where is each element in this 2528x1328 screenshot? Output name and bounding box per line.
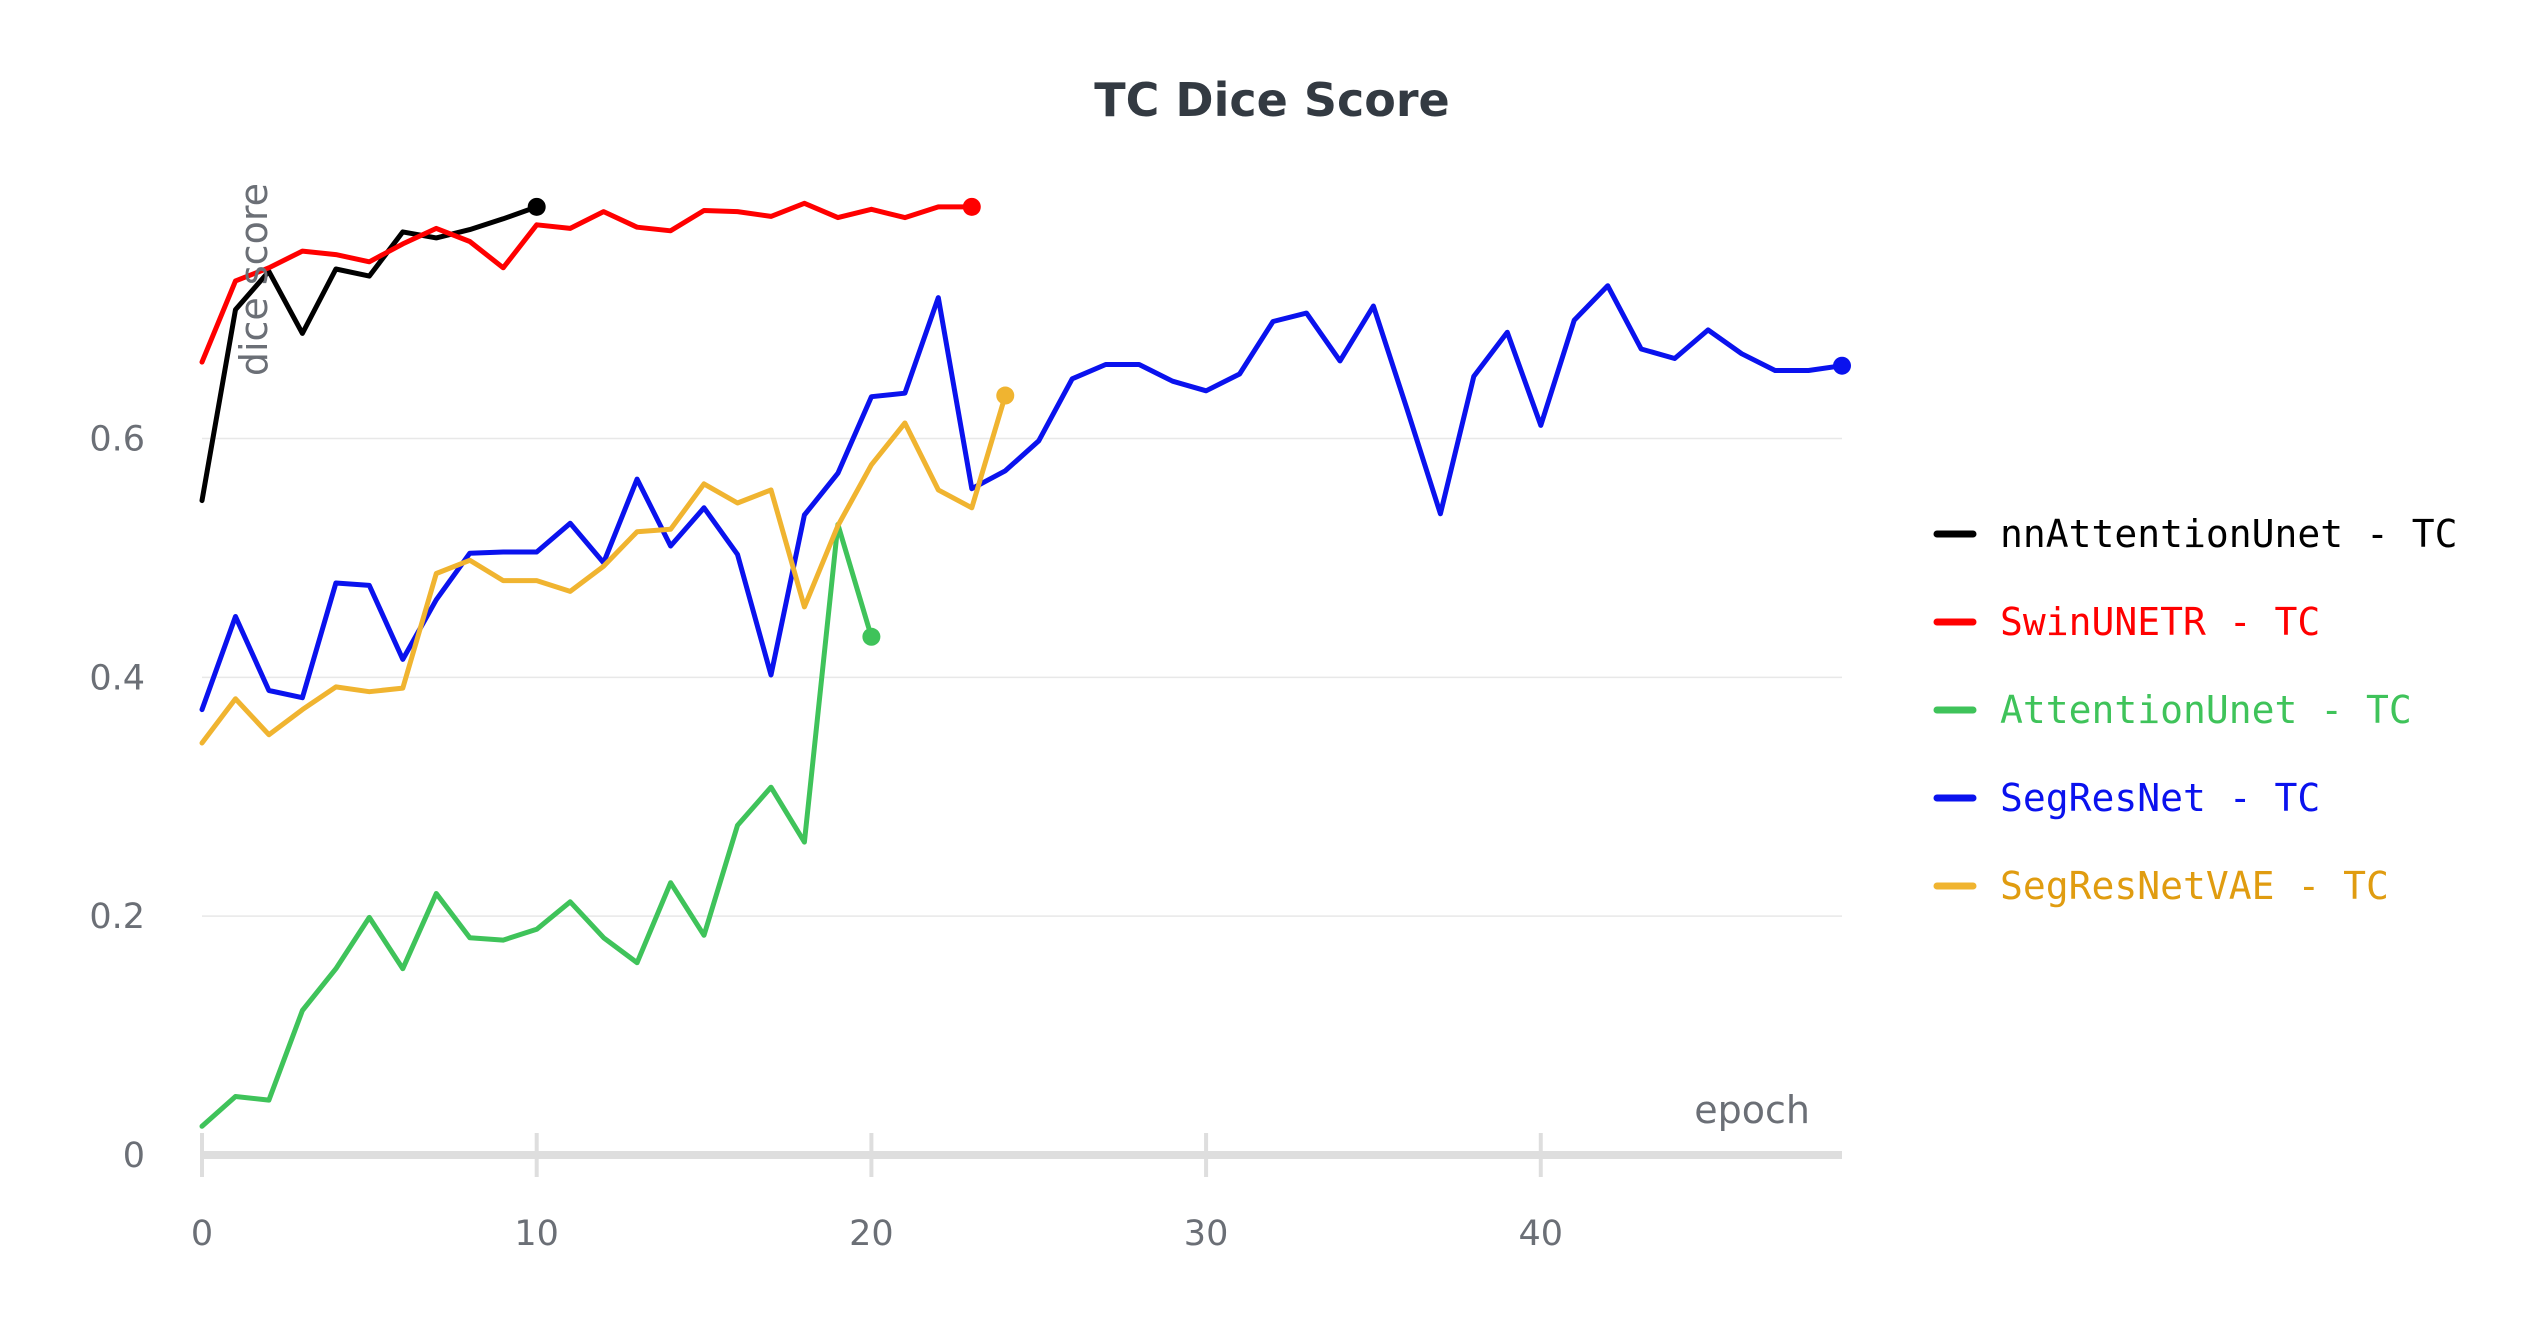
series-line — [199, 283, 1845, 713]
series-end-point — [996, 386, 1015, 405]
series-line — [199, 393, 1008, 746]
y-axis-label: dice score — [232, 183, 276, 376]
series-end-point — [862, 627, 881, 646]
legend-label: AttentionUnet - TC — [2000, 688, 2412, 732]
chart-title: TC Dice Score — [1094, 73, 1449, 127]
x-tick-label: 20 — [849, 1214, 894, 1254]
x-tick-label: 0 — [191, 1214, 213, 1254]
series-end-point — [1833, 356, 1851, 375]
legend-label: SegResNetVAE - TC — [2000, 864, 2389, 908]
x-tick-label: 30 — [1184, 1214, 1229, 1254]
y-tick-label: 0.6 — [89, 420, 145, 460]
series-line — [199, 200, 975, 365]
grid-lines — [202, 437, 1842, 917]
legend: nnAttentionUnet - TC SwinUNETR - TC Attent… — [1933, 512, 2458, 908]
x-axis-label: epoch — [1694, 1088, 1810, 1132]
y-tick-label: 0 — [123, 1136, 145, 1176]
x-tick-label: 40 — [1519, 1214, 1564, 1254]
y-tick-label: 0.4 — [89, 658, 145, 698]
legend-label: SegResNet - TC — [2000, 776, 2320, 820]
legend-label: nnAttentionUnet - TC — [2000, 512, 2458, 556]
series-line — [199, 204, 540, 504]
legend-label: SwinUNETR - TC — [2000, 600, 2320, 644]
y-tick-label: 0.2 — [89, 897, 145, 937]
series-line — [199, 522, 874, 1129]
series-end-point — [527, 197, 546, 216]
series-end-point — [962, 197, 981, 216]
x-tick-label: 10 — [514, 1214, 559, 1254]
series-lines — [199, 197, 1851, 1129]
axes: 0 0.2 0.4 0.6 0 10 20 30 40 — [89, 420, 1842, 1254]
